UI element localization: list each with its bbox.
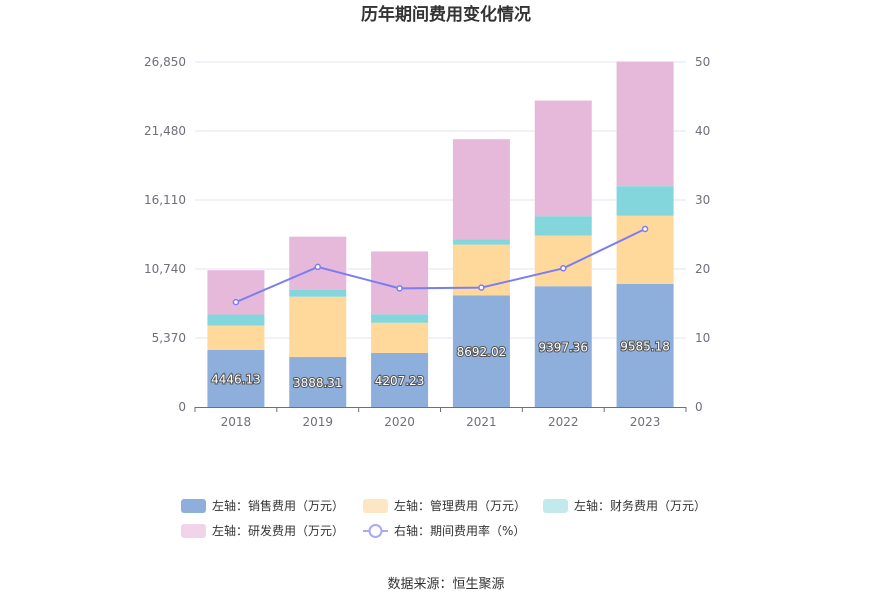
bar-segment bbox=[371, 352, 429, 407]
grid bbox=[195, 61, 686, 408]
bar-segment bbox=[207, 270, 265, 315]
legend-label: 左轴：财务费用（万元） bbox=[574, 498, 706, 513]
bar-segment bbox=[289, 236, 347, 290]
x-tick-label: 2018 bbox=[221, 415, 252, 429]
legend[interactable]: 左轴：销售费用（万元） 左轴：管理费用（万元） 左轴：财务费用（万元） 左轴：研发费用… bbox=[181, 498, 706, 538]
bars: 4446.13 3888.31 4207.23 8692.02 9397.36 9585.… bbox=[207, 61, 674, 407]
legend-item[interactable]: 左轴：财务费用（万元） bbox=[543, 498, 706, 513]
rate-point bbox=[560, 265, 567, 272]
legend-label: 左轴：销售费用（万元） bbox=[212, 498, 344, 513]
legend-swatch bbox=[363, 499, 388, 513]
right-tick-label: 0 bbox=[695, 400, 703, 414]
legend-swatch bbox=[543, 499, 568, 513]
rate-point bbox=[232, 298, 240, 306]
rate-line bbox=[232, 225, 649, 306]
right-axis: 0 10 20 30 40 50 bbox=[695, 55, 710, 414]
rate-point bbox=[641, 225, 649, 233]
legend-swatch bbox=[181, 524, 206, 538]
bar-segment bbox=[207, 325, 265, 350]
data-label: 4446.13 bbox=[211, 372, 261, 386]
bar-segment bbox=[207, 314, 265, 326]
data-label: 3888.31 bbox=[293, 376, 343, 390]
x-axis: 2018 2019 2020 2021 2022 2023 bbox=[194, 407, 687, 429]
x-tick-label: 2022 bbox=[548, 415, 579, 429]
right-tick-label: 10 bbox=[695, 331, 710, 345]
bar-segment bbox=[534, 216, 592, 236]
left-tick-label: 10,740 bbox=[144, 262, 186, 276]
bar-segment bbox=[207, 349, 265, 407]
legend-item[interactable]: 左轴：研发费用（万元） bbox=[181, 523, 344, 538]
bar-segment bbox=[534, 100, 592, 217]
x-tick-label: 2019 bbox=[302, 415, 333, 429]
right-tick-label: 40 bbox=[695, 124, 710, 138]
bar-segment bbox=[616, 283, 674, 407]
legend-label: 左轴：研发费用（万元） bbox=[212, 523, 344, 538]
data-label: 9585.18 bbox=[620, 339, 670, 353]
data-label: 8692.02 bbox=[457, 345, 507, 359]
legend-item[interactable]: 右轴：期间费用率（%） bbox=[363, 523, 525, 538]
legend-label: 左轴：管理费用（万元） bbox=[394, 498, 526, 513]
right-tick-label: 20 bbox=[695, 262, 710, 276]
bar-segment bbox=[289, 289, 347, 297]
legend-marker bbox=[368, 524, 383, 538]
bar-segment bbox=[452, 139, 510, 240]
bar-segment bbox=[289, 296, 347, 358]
data-label: 9397.36 bbox=[538, 341, 588, 355]
left-axis: 0 5,370 10,740 16,110 21,480 26,850 bbox=[144, 55, 186, 414]
bar-segment bbox=[534, 286, 592, 407]
left-tick-label: 5,370 bbox=[152, 331, 186, 345]
bar-segment bbox=[371, 314, 429, 323]
legend-item[interactable]: 左轴：销售费用（万元） bbox=[181, 498, 344, 513]
left-tick-label: 21,480 bbox=[144, 124, 186, 138]
legend-swatch bbox=[181, 499, 206, 513]
bar-segment bbox=[616, 186, 674, 216]
x-tick-label: 2023 bbox=[630, 415, 661, 429]
bar-segment bbox=[616, 61, 674, 187]
legend-label: 右轴：期间费用率（%） bbox=[394, 523, 525, 538]
left-tick-label: 0 bbox=[178, 400, 186, 414]
rate-point bbox=[478, 284, 485, 291]
rate-point bbox=[396, 285, 403, 292]
x-tick-label: 2021 bbox=[466, 415, 497, 429]
bar-segment bbox=[289, 357, 347, 407]
bar-segment bbox=[371, 322, 429, 353]
left-tick-label: 26,850 bbox=[144, 55, 186, 69]
rate-point bbox=[314, 263, 321, 271]
right-tick-label: 30 bbox=[695, 193, 710, 207]
bar-segment bbox=[534, 235, 592, 287]
rate-line-path bbox=[235, 228, 646, 304]
left-tick-label: 16,110 bbox=[144, 193, 186, 207]
right-tick-label: 50 bbox=[695, 55, 710, 69]
source-label: 数据来源：恒生聚源 bbox=[387, 577, 504, 592]
data-label: 4207.23 bbox=[375, 374, 425, 388]
chart-title: 历年期间费用变化情况 bbox=[361, 4, 531, 25]
bar-segment bbox=[452, 239, 510, 245]
legend-item[interactable]: 左轴：管理费用（万元） bbox=[363, 498, 526, 513]
bar-segment bbox=[452, 295, 510, 407]
x-tick-label: 2020 bbox=[384, 415, 415, 429]
